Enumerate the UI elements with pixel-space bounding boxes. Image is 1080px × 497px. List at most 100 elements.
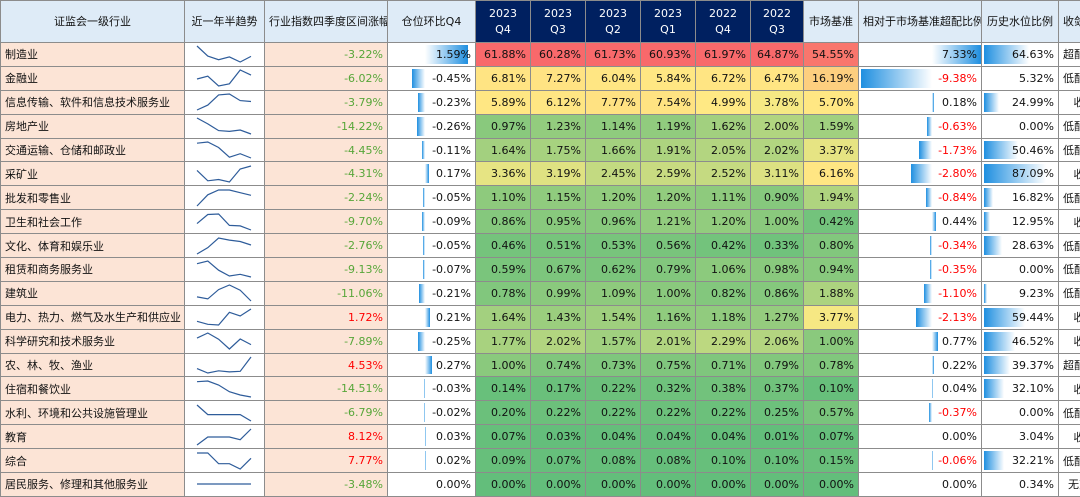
quarter-weight: 0.51% <box>531 234 586 258</box>
history-percentile-cell: 39.37% <box>982 353 1059 377</box>
quarter-weight: 2.05% <box>696 138 751 162</box>
overweight-cell: -0.06% <box>859 449 982 473</box>
quarter-weight: 1.19% <box>641 114 696 138</box>
overweight-databar <box>926 188 932 207</box>
table-row: 卫生和社会工作-9.70%-0.09%0.86%0.95%0.96%1.21%1… <box>1 210 1080 234</box>
quarter-weight: 0.79% <box>641 258 696 282</box>
history-percentile-cell: 0.00% <box>982 258 1059 282</box>
qoq-value: -0.21% <box>432 287 471 300</box>
quarter-weight: 1.00% <box>476 353 531 377</box>
quarter-weight: 1.54% <box>586 305 641 329</box>
quarter-weight: 6.81% <box>476 66 531 90</box>
overweight-value: 0.04% <box>942 382 977 395</box>
quarter-weight: 0.10% <box>751 449 804 473</box>
sparkline <box>185 354 263 376</box>
quarter-weight: 2.01% <box>641 329 696 353</box>
sparkline-line <box>197 70 251 86</box>
quarter-weight: 0.14% <box>476 377 531 401</box>
qoq-cell: -0.05% <box>388 234 476 258</box>
overweight-cell: 0.77% <box>859 329 982 353</box>
index-change: 7.77% <box>265 449 388 473</box>
index-change: -3.79% <box>265 90 388 114</box>
quarter-weight: 1.57% <box>586 329 641 353</box>
benchmark-weight: 1.88% <box>804 281 859 305</box>
quarter-weight: 1.23% <box>531 114 586 138</box>
quarter-weight: 2.00% <box>751 114 804 138</box>
sparkline-line <box>197 381 251 397</box>
convergence-direction: 超配扩大 <box>1059 353 1080 377</box>
qoq-value: 0.27% <box>436 359 471 372</box>
quarter-weight: 0.10% <box>696 449 751 473</box>
sparkline <box>185 330 263 352</box>
industry-name: 交通运输、仓储和邮政业 <box>1 138 185 162</box>
convergence-direction: 低配扩大 <box>1059 186 1080 210</box>
industry-name: 信息传输、软件和信息技术服务业 <box>1 90 185 114</box>
quarter-weight: 1.43% <box>531 305 586 329</box>
qoq-cell: -0.25% <box>388 329 476 353</box>
qoq-cell: -0.45% <box>388 66 476 90</box>
qoq-value: -0.11% <box>432 144 471 157</box>
quarter-weight: 2.45% <box>586 162 641 186</box>
convergence-direction: 收敛 <box>1059 377 1080 401</box>
quarter-weight: 6.72% <box>696 66 751 90</box>
quarter-weight: 0.07% <box>531 449 586 473</box>
qoq-value: 0.00% <box>436 478 471 491</box>
quarter-weight: 1.20% <box>586 186 641 210</box>
quarter-weight: 0.71% <box>696 353 751 377</box>
quarter-weight: 0.78% <box>476 281 531 305</box>
quarter-weight: 2.29% <box>696 329 751 353</box>
quarter-weight: 1.62% <box>696 114 751 138</box>
quarter-weight: 5.84% <box>641 66 696 90</box>
convergence-direction: 低配扩大 <box>1059 66 1080 90</box>
history-percentile-cell: 87.09% <box>982 162 1059 186</box>
overweight-cell: 0.00% <box>859 425 982 449</box>
overweight-value: 0.18% <box>942 96 977 109</box>
benchmark-weight: 1.00% <box>804 329 859 353</box>
history-value: 12.95% <box>1012 215 1054 228</box>
sparkline-line <box>197 429 251 445</box>
industry-name: 卫生和社会工作 <box>1 210 185 234</box>
sparkline <box>185 187 263 209</box>
overweight-cell: -0.63% <box>859 114 982 138</box>
sparkline <box>185 163 263 185</box>
history-percentile-cell: 5.32% <box>982 66 1059 90</box>
index-change: -9.13% <box>265 258 388 282</box>
sparkline-line <box>197 94 251 110</box>
history-value: 87.09% <box>1012 167 1054 180</box>
period-year: 2023 <box>654 7 682 20</box>
sparkline-line <box>197 285 251 301</box>
industry-name: 电力、热力、燃气及水生产和供应业 <box>1 305 185 329</box>
qoq-cell: 0.21% <box>388 305 476 329</box>
benchmark-weight: 0.15% <box>804 449 859 473</box>
sparkline <box>185 258 263 280</box>
sparkline-cell <box>185 401 265 425</box>
history-value: 39.37% <box>1012 359 1054 372</box>
quarter-weight: 0.79% <box>751 353 804 377</box>
quarter-weight: 1.75% <box>531 138 586 162</box>
quarter-weight: 0.07% <box>476 425 531 449</box>
sparkline-cell <box>185 281 265 305</box>
quarter-weight: 0.37% <box>751 377 804 401</box>
quarter-weight: 0.22% <box>531 401 586 425</box>
overweight-value: 7.33% <box>942 48 977 61</box>
quarter-weight: 2.02% <box>751 138 804 162</box>
sparkline <box>185 473 263 495</box>
industry-name: 批发和零售业 <box>1 186 185 210</box>
quarter-weight: 0.74% <box>531 353 586 377</box>
quarter-weight: 0.56% <box>641 234 696 258</box>
quarter-weight: 0.32% <box>641 377 696 401</box>
quarter-weight: 6.04% <box>586 66 641 90</box>
history-value: 50.46% <box>1012 144 1054 157</box>
history-percentile-cell: 64.63% <box>982 43 1059 67</box>
quarter-weight: 0.09% <box>476 449 531 473</box>
quarter-weight: 1.00% <box>641 281 696 305</box>
quarter-weight: 3.11% <box>751 162 804 186</box>
quarter-weight: 0.20% <box>476 401 531 425</box>
sparkline-cell <box>185 353 265 377</box>
quarter-weight: 3.36% <box>476 162 531 186</box>
